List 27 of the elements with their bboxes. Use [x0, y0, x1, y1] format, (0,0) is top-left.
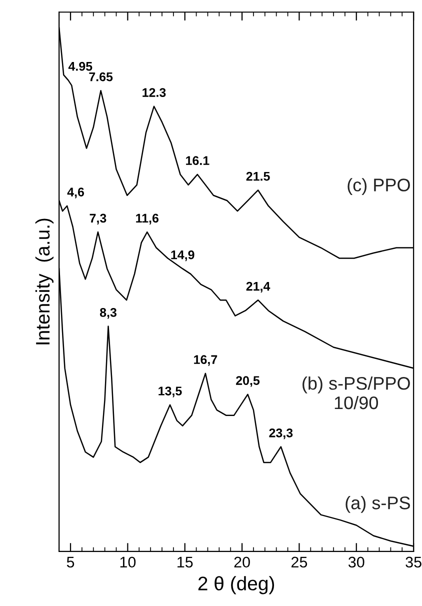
- annotation: 12.3: [142, 88, 166, 97]
- annotation: 7,3: [90, 214, 106, 224]
- annotation: 21.5: [246, 172, 270, 181]
- series-label: (a) s-PS: [346, 496, 410, 513]
- annotation: 14,9: [171, 250, 194, 262]
- series-label: (b) s-PS/PPO 10/90: [302, 376, 410, 410]
- annotation: 16.1: [186, 156, 210, 166]
- x-tick-label: 5: [66, 556, 74, 568]
- x-tick-label: 20: [234, 556, 250, 568]
- annotation: 4,6: [67, 188, 84, 198]
- x-tick-label: 25: [291, 556, 308, 568]
- annotation: 11,6: [136, 214, 158, 224]
- x-tick-label: 30: [348, 556, 364, 568]
- annotation: 23,3: [269, 428, 293, 440]
- y-axis-title: Intensity (a.u.): [35, 218, 54, 344]
- annotation: 7.65: [89, 72, 113, 82]
- annotation: 8,3: [100, 308, 116, 319]
- x-tick-label: 35: [406, 556, 422, 568]
- annotation: 13,5: [158, 386, 182, 398]
- text: (c) PPO: [348, 178, 410, 195]
- annotation: 21,4: [246, 282, 270, 293]
- annotation: 4.95: [68, 62, 92, 71]
- annotation: 16,7: [194, 355, 218, 366]
- x-tick-label: 15: [178, 556, 193, 568]
- x-axis-title: 2 θ (deg): [198, 576, 274, 594]
- x-tick-label: 10: [120, 556, 136, 568]
- annotation: 20,5: [236, 376, 260, 387]
